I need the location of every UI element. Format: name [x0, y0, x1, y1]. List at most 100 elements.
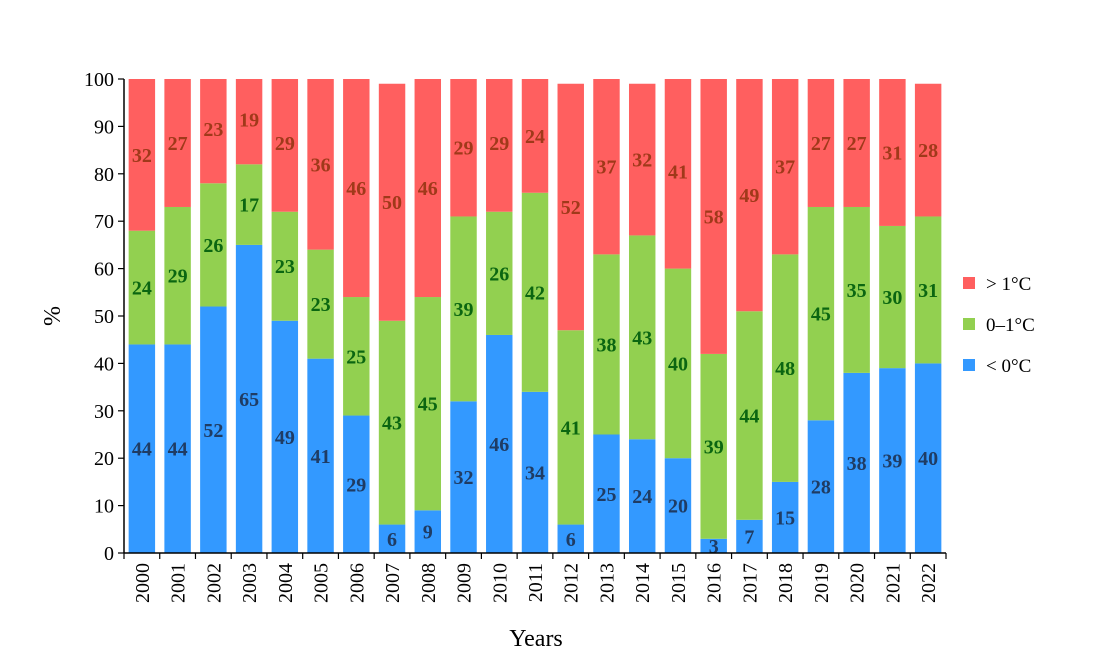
- bar-segment-2015-s1: [664, 268, 692, 459]
- bar-segment-2021-s2: [879, 79, 906, 226]
- data-label-2002-s1: 26: [203, 235, 223, 257]
- data-label-2022-s2: 28: [918, 140, 938, 162]
- data-label-2015-s0: 20: [668, 496, 688, 518]
- bar-segment-2006-s0: [343, 415, 370, 553]
- bars-group: [128, 79, 942, 553]
- x-tick-label-2021: 2021: [882, 563, 904, 603]
- bar-segment-2019-s1: [807, 206, 835, 421]
- bar-segment-2012-s1: [557, 330, 584, 525]
- bar-segment-2011-s1: [521, 192, 549, 392]
- bar-segment-2016-s2: [700, 79, 727, 354]
- x-tick-label-2015: 2015: [668, 563, 690, 603]
- bar-segment-2019-s2: [807, 79, 835, 207]
- data-label-2007-s2: 50: [382, 192, 402, 214]
- data-label-2006-s0: 29: [346, 474, 366, 496]
- data-label-2006-s2: 46: [346, 178, 366, 200]
- data-label-2018-s0: 15: [775, 507, 795, 529]
- data-label-2012-s0: 6: [566, 529, 576, 551]
- bar-segment-2012-s2: [557, 83, 584, 331]
- x-tick-label-2005: 2005: [311, 563, 333, 603]
- bar-segment-2002-s0: [200, 306, 227, 553]
- bar-segment-2007-s0: [378, 524, 406, 553]
- bar-segment-2001-s0: [164, 344, 191, 553]
- data-label-2010-s1: 26: [489, 263, 509, 285]
- data-label-2005-s0: 41: [311, 446, 331, 468]
- x-tick-label-2014: 2014: [632, 563, 654, 603]
- bar-segment-2008-s1: [414, 297, 442, 511]
- bar-segment-2020-s2: [843, 79, 870, 207]
- x-tick-label-2001: 2001: [168, 563, 190, 603]
- bar-segment-2002-s2: [200, 79, 227, 184]
- bar-segment-2014-s0: [628, 439, 656, 553]
- bar-segment-2000-s2: [128, 79, 156, 231]
- bar-segment-2002-s1: [200, 183, 227, 307]
- x-tick-label-2011: 2011: [525, 563, 547, 602]
- bar-segment-2005-s1: [307, 249, 334, 359]
- data-label-2019-s0: 28: [811, 477, 831, 499]
- data-label-2013-s1: 38: [596, 334, 616, 356]
- data-label-2019-s1: 45: [811, 304, 831, 326]
- x-tick-label-2020: 2020: [847, 563, 869, 603]
- data-label-2015-s1: 40: [668, 353, 688, 375]
- bar-segment-2016-s0: [700, 538, 727, 553]
- legend-label-0: > 1°C: [986, 274, 1031, 295]
- data-label-2018-s2: 37: [775, 157, 795, 179]
- bar-segment-2013-s0: [593, 434, 620, 553]
- legend-label-1: 0–1°C: [986, 315, 1035, 336]
- bar-segment-2003-s1: [235, 164, 263, 245]
- bar-segment-2019-s0: [807, 420, 835, 553]
- data-label-2004-s0: 49: [275, 427, 295, 449]
- data-label-2003-s0: 65: [239, 389, 259, 411]
- bar-segment-2003-s0: [235, 244, 263, 553]
- data-label-2005-s1: 23: [311, 294, 331, 316]
- bar-segment-2006-s2: [343, 79, 370, 298]
- data-label-2011-s2: 24: [525, 126, 545, 148]
- bar-segment-2020-s0: [843, 372, 870, 553]
- data-label-2016-s1: 39: [704, 436, 724, 458]
- data-label-2009-s1: 39: [454, 299, 474, 321]
- data-label-2016-s0: 3: [709, 536, 719, 558]
- bar-segment-2009-s2: [450, 79, 477, 217]
- x-tick-label-2022: 2022: [918, 563, 940, 603]
- legend: > 1°C 0–1°C < 0°C: [963, 274, 1035, 377]
- x-tick-label-2010: 2010: [489, 563, 511, 603]
- bar-segment-2000-s0: [128, 344, 156, 553]
- data-label-2017-s2: 49: [739, 185, 759, 207]
- data-label-2005-s2: 36: [311, 154, 331, 176]
- x-tick-label-2019: 2019: [811, 563, 833, 603]
- bar-segment-2021-s0: [879, 368, 906, 553]
- y-tick-label-60: 60: [94, 259, 114, 281]
- data-label-2008-s0: 9: [423, 522, 433, 544]
- bar-segment-2009-s0: [450, 401, 477, 553]
- bar-segment-2004-s1: [271, 211, 299, 321]
- data-label-2021-s1: 30: [882, 287, 902, 309]
- data-label-2001-s1: 29: [168, 266, 188, 288]
- data-label-2020-s2: 27: [847, 133, 867, 155]
- x-tick-label-2018: 2018: [775, 563, 797, 603]
- data-label-2004-s1: 23: [275, 256, 295, 278]
- x-axis-title: Years: [509, 626, 563, 652]
- x-tick-label-2017: 2017: [739, 563, 761, 603]
- data-label-2008-s1: 45: [418, 394, 438, 416]
- data-label-2022-s1: 31: [918, 280, 938, 302]
- bar-segment-2013-s2: [593, 79, 620, 255]
- data-label-2020-s1: 35: [847, 280, 867, 302]
- data-labels-group: 4424324429275226236517194923294123362925…: [132, 109, 938, 558]
- y-tick-label-40: 40: [94, 353, 114, 375]
- data-label-2020-s0: 38: [847, 453, 867, 475]
- bar-segment-2022-s2: [914, 83, 942, 217]
- bar-segment-2017-s1: [736, 311, 763, 520]
- data-label-2014-s0: 24: [632, 486, 652, 508]
- data-label-2016-s2: 58: [704, 206, 724, 228]
- bar-segment-2014-s1: [628, 235, 656, 440]
- bar-segment-2004-s0: [271, 320, 299, 553]
- data-label-2002-s2: 23: [203, 119, 223, 141]
- bar-segment-2018-s2: [771, 79, 799, 255]
- data-label-2011-s1: 42: [525, 282, 545, 304]
- y-tick-label-10: 10: [94, 496, 114, 518]
- data-label-2009-s0: 32: [454, 467, 474, 489]
- y-tick-label-0: 0: [104, 543, 114, 565]
- bar-segment-2015-s0: [664, 458, 692, 553]
- bar-segment-2008-s2: [414, 79, 442, 298]
